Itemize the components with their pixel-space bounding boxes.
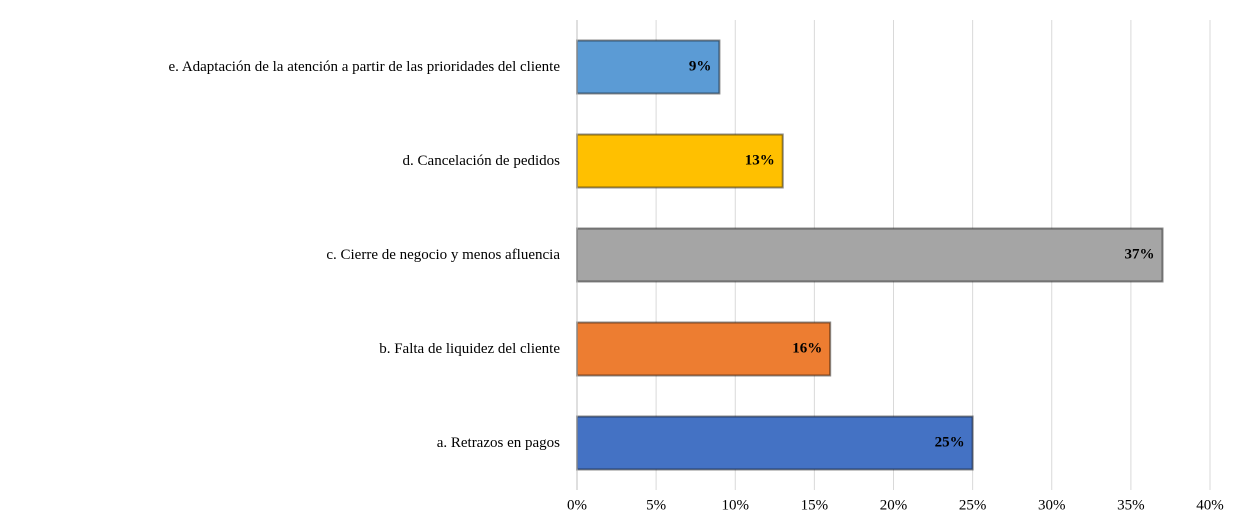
x-tick-label: 0%	[567, 497, 587, 513]
value-label: 25%	[935, 434, 965, 450]
value-label: 13%	[745, 152, 775, 168]
category-label: c. Cierre de negocio y menos afluencia	[326, 247, 560, 263]
bar	[576, 321, 832, 377]
value-label: 9%	[689, 58, 712, 74]
x-tick-label: 5%	[646, 497, 666, 513]
x-tick-label: 25%	[959, 497, 987, 513]
x-tick-label: 10%	[722, 497, 750, 513]
value-label: 16%	[792, 340, 822, 356]
category-label: b. Falta de liquidez del cliente	[379, 341, 560, 357]
bar	[576, 415, 974, 471]
category-label: a. Retrazos en pagos	[436, 435, 560, 451]
x-tick-label: 35%	[1117, 497, 1145, 513]
bar	[576, 39, 721, 95]
x-tick-label: 40%	[1196, 497, 1224, 513]
category-label: e. Adaptación de la atención a partir de…	[168, 59, 560, 75]
x-tick-label: 30%	[1038, 497, 1066, 513]
category-label: d. Cancelación de pedidos	[402, 153, 560, 169]
value-label: 37%	[1125, 246, 1155, 262]
bar	[576, 227, 1164, 283]
x-tick-label: 15%	[801, 497, 829, 513]
x-tick-label: 20%	[880, 497, 908, 513]
